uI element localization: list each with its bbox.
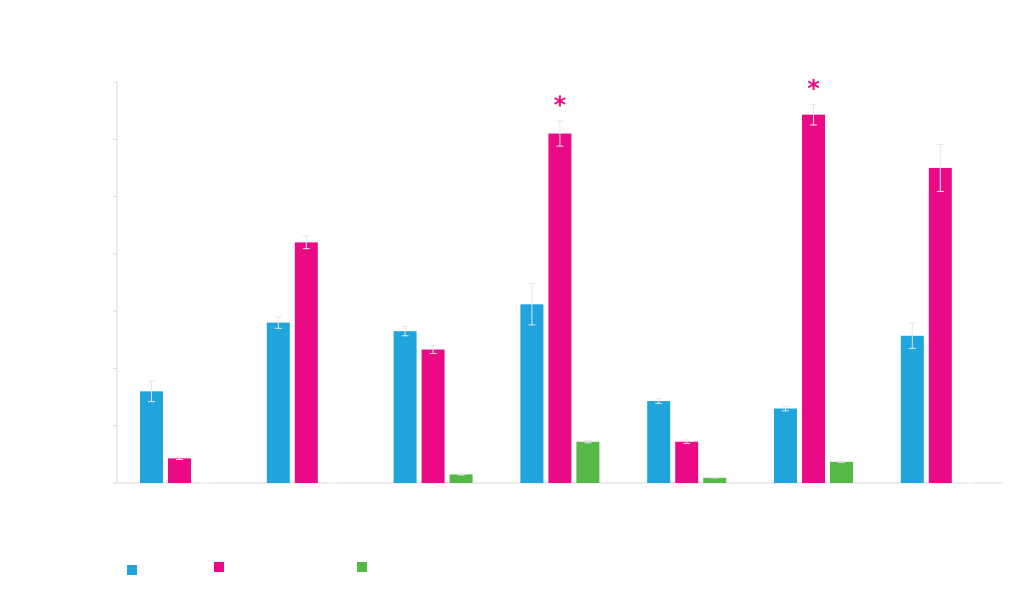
error-bar-series-3-cat-3 [457,473,465,476]
error-bar-series-1-cat-5 [655,398,663,404]
bar-series-2-cat-7 [928,167,952,483]
error-bar-series-1-cat-1 [148,380,155,403]
error-bars-group [148,103,972,484]
significance-marker: * [554,91,567,119]
error-bar-series-2-cat-3 [429,345,437,355]
error-bar-series-2-cat-4 [556,120,564,147]
bar-series-1-cat-3 [393,331,417,483]
annotations-group: ** [554,74,821,119]
legend-swatch-series-3 [357,562,367,572]
bar-series-2-cat-2 [294,242,318,483]
bar-series-2-cat-5 [675,441,699,483]
bar-series-3-cat-3 [449,474,473,483]
legend-swatch-series-1 [127,565,137,575]
error-bar-series-2-cat-5 [683,439,691,444]
bar-series-3-cat-4 [576,441,600,483]
error-bar-series-2-cat-7 [936,143,944,192]
error-bar-series-1-cat-2 [274,316,282,329]
bar-series-1-cat-1 [140,391,163,483]
error-bar-series-1-cat-3 [401,326,409,337]
error-bar-series-2-cat-1 [176,456,183,461]
error-bar-series-3-cat-4 [584,440,592,444]
error-bar-series-2-cat-2 [302,235,310,250]
bar-series-3-cat-5 [703,477,727,483]
bar-series-1-cat-2 [266,322,290,483]
error-bar-series-2-cat-6 [810,103,817,126]
bars-group [140,114,952,484]
bar-series-2-cat-6 [802,114,825,483]
bar-series-1-cat-4 [520,304,544,483]
bar-series-2-cat-4 [548,133,572,484]
error-bar-series-1-cat-4 [528,283,536,326]
bar-series-1-cat-5 [647,401,671,483]
bar-series-1-cat-7 [900,335,924,483]
error-bar-series-1-cat-7 [908,322,916,349]
legend-swatch-series-2 [214,562,224,572]
bar-series-1-cat-6 [774,408,797,483]
y-axis-ticks [113,81,117,484]
bar-series-2-cat-3 [421,349,445,483]
bar-series-2-cat-1 [168,458,191,483]
error-bar-series-3-cat-6 [838,460,845,463]
significance-marker: * [807,74,820,102]
bar-series-3-cat-6 [830,461,853,483]
error-bar-series-1-cat-6 [782,405,789,412]
